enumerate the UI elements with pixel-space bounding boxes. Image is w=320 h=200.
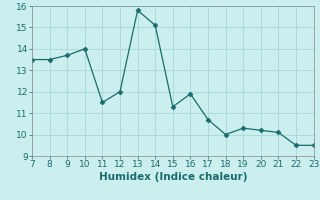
X-axis label: Humidex (Indice chaleur): Humidex (Indice chaleur) <box>99 172 247 182</box>
